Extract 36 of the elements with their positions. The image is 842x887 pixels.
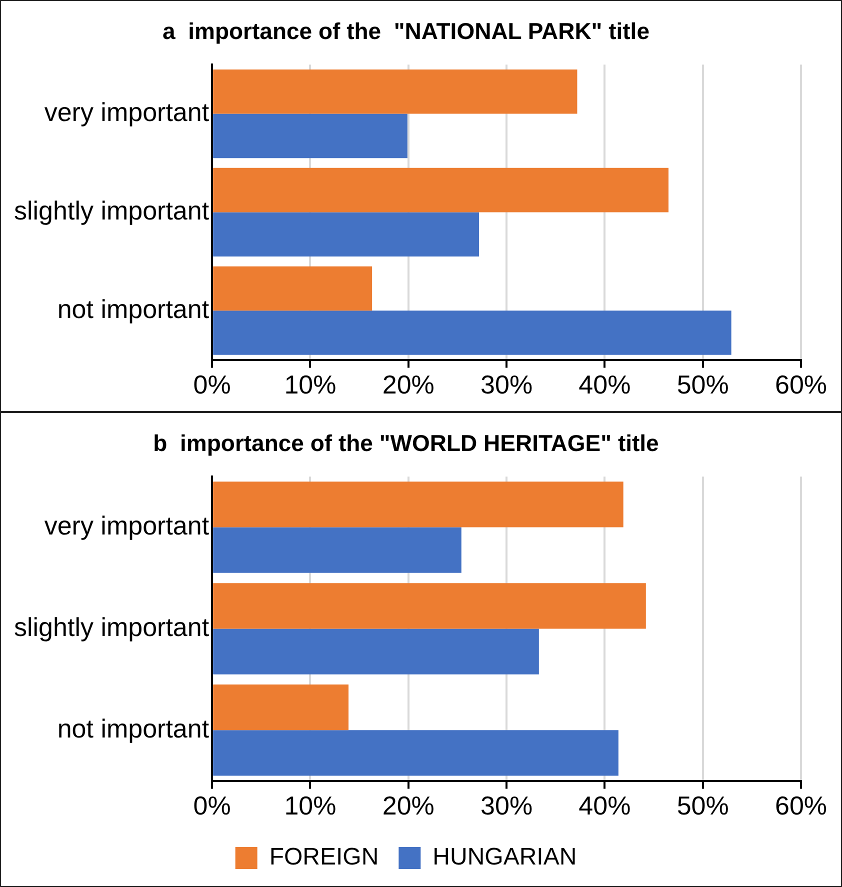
bar (213, 168, 668, 212)
x-tick-label: 50% (676, 790, 729, 821)
bar (213, 628, 539, 674)
x-tick-label: 10% (284, 370, 336, 400)
x-tick-label: 40% (578, 370, 631, 400)
chart-title: a importance of the "NATIONAL PARK" title (162, 18, 650, 44)
x-tick-label: 50% (676, 370, 729, 400)
y-tick-label: not important (57, 294, 210, 324)
bar (213, 527, 462, 573)
bar (213, 212, 480, 256)
x-tick-label: 20% (382, 790, 434, 821)
y-tick-label: slightly important (14, 612, 210, 642)
x-tick-label: 60% (774, 370, 828, 400)
x-tick-label: 0% (193, 790, 231, 821)
y-tick-label: not important (57, 713, 210, 744)
bar (213, 583, 646, 629)
bar (213, 730, 618, 776)
bar (213, 114, 408, 158)
x-tick-label: 10% (284, 790, 336, 821)
y-tick-label: very important (44, 96, 210, 127)
bar (213, 310, 732, 355)
bar (213, 266, 372, 311)
bar (213, 70, 578, 114)
legend-label: FOREIGN (269, 844, 379, 871)
x-tick-label: 20% (382, 370, 434, 400)
bar (213, 482, 624, 528)
x-tick-label: 30% (480, 370, 533, 400)
x-tick-label: 40% (578, 790, 631, 821)
x-tick-label: 30% (480, 790, 533, 821)
x-tick-label: 60% (774, 790, 828, 821)
legend-label: HUNGARIAN (432, 844, 577, 871)
x-tick-label: 0% (193, 370, 231, 400)
bar (213, 684, 349, 730)
chart-title: b importance of the "WORLD HERITAGE" title (153, 430, 659, 456)
y-tick-label: very important (44, 510, 210, 540)
y-tick-label: slightly important (14, 195, 210, 226)
